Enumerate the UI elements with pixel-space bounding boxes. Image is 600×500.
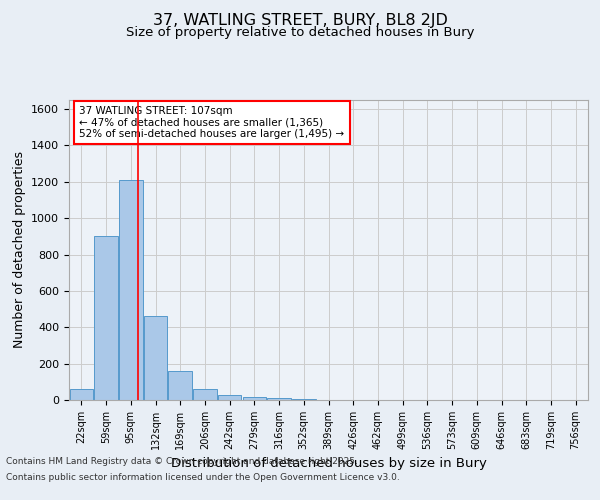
Text: 37, WATLING STREET, BURY, BL8 2JD: 37, WATLING STREET, BURY, BL8 2JD	[152, 12, 448, 28]
Bar	[119, 180, 143, 400]
Bar	[144, 316, 167, 400]
Text: 37 WATLING STREET: 107sqm
← 47% of detached houses are smaller (1,365)
52% of se: 37 WATLING STREET: 107sqm ← 47% of detac…	[79, 106, 344, 139]
Bar	[268, 398, 291, 400]
Bar	[292, 399, 316, 400]
Text: Contains HM Land Registry data © Crown copyright and database right 2025.: Contains HM Land Registry data © Crown c…	[6, 458, 358, 466]
Bar	[242, 398, 266, 400]
X-axis label: Distribution of detached houses by size in Bury: Distribution of detached houses by size …	[170, 458, 487, 470]
Bar	[218, 396, 241, 400]
Bar	[94, 236, 118, 400]
Text: Contains public sector information licensed under the Open Government Licence v3: Contains public sector information licen…	[6, 472, 400, 482]
Y-axis label: Number of detached properties: Number of detached properties	[13, 152, 26, 348]
Text: Size of property relative to detached houses in Bury: Size of property relative to detached ho…	[126, 26, 474, 39]
Bar	[193, 390, 217, 400]
Bar	[169, 371, 192, 400]
Bar	[70, 389, 93, 400]
